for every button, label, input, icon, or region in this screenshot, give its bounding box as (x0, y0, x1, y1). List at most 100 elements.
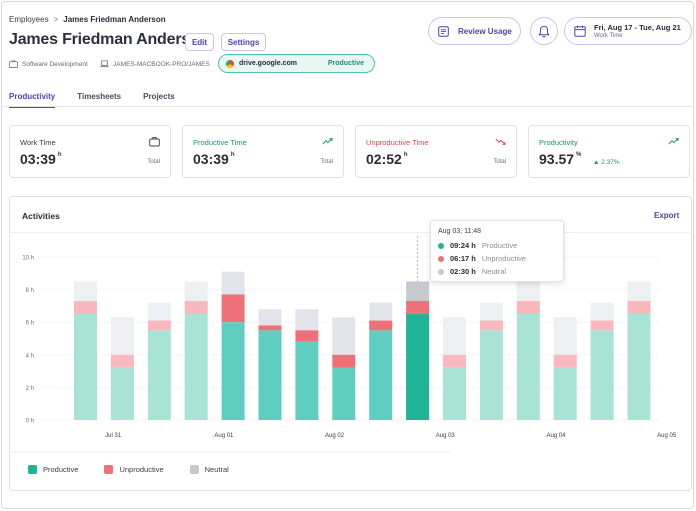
y-tick-label: 8 h (26, 288, 34, 294)
url-host: drive.google.com (239, 60, 297, 67)
tooltip-name: Productive (481, 241, 518, 250)
bar-productive (184, 314, 208, 420)
notifications-button[interactable] (530, 17, 558, 45)
kpi-productive-time: Productive Time 03:39 h Total (182, 125, 344, 178)
tab-projects[interactable]: Projects (143, 92, 175, 101)
review-usage-label: Review Usage (458, 26, 512, 36)
bar-neutral (479, 302, 503, 321)
kpi-value: 03:39 (20, 151, 56, 167)
tooltip-value: 02:30 h (450, 267, 476, 276)
y-tick-label: 0 h (26, 419, 34, 425)
bar-neutral (184, 281, 208, 302)
bar-unproductive (74, 301, 97, 315)
bar-productive (369, 330, 393, 420)
laptop-icon (100, 60, 109, 68)
bar-productive (443, 367, 466, 420)
tooltip-value: 06:17 h (450, 254, 476, 263)
bar-productive (553, 367, 577, 420)
trend-up-icon (322, 138, 333, 145)
bar-unproductive (147, 320, 171, 331)
current-url-chip[interactable]: drive.google.com Productive (218, 54, 375, 73)
bar-neutral (553, 317, 577, 355)
bar-productive (332, 367, 356, 420)
breadcrumb-separator: > (53, 15, 59, 24)
kpi-value: 93.57 (539, 151, 575, 167)
trend-up-icon (668, 138, 679, 145)
neutral-dot (438, 268, 444, 275)
bar-neutral (295, 309, 319, 331)
briefcase-icon (9, 60, 18, 68)
bar-neutral (147, 302, 171, 321)
legend-item-productive[interactable]: Productive (28, 465, 78, 474)
bar-neutral (369, 302, 393, 321)
breadcrumb: Employees > James Friedman Anderson (9, 15, 166, 24)
bar-neutral (221, 271, 245, 295)
kpi-label: Work Time (20, 138, 56, 147)
edit-button[interactable]: Edit (185, 33, 214, 51)
date-range-label: Fri, Aug 17 - Tue, Aug 21 (594, 23, 681, 32)
bar-unproductive (479, 320, 503, 331)
bar-productive (627, 314, 651, 420)
unproductive-dot (438, 255, 444, 262)
tab-timesheets[interactable]: Timesheets (77, 92, 122, 101)
tooltip-title: Aug 03, 11:48 (438, 228, 482, 235)
bar-neutral (74, 281, 97, 302)
tooltip-row-unproductive: 06:17 h Unproductive (438, 252, 556, 265)
bar-neutral (406, 281, 430, 302)
bar-unproductive (221, 294, 245, 323)
bar-unproductive (258, 325, 282, 331)
tooltip-value: 09:24 h (450, 241, 476, 250)
bar-productive (295, 341, 319, 420)
bar-productive (74, 314, 97, 420)
tab-divider (1, 106, 694, 107)
x-tick-label: Aug 02 (325, 433, 345, 439)
legend-swatch (28, 465, 37, 474)
x-tick-label: Jul 31 (105, 433, 122, 439)
date-range-picker[interactable]: Fri, Aug 17 - Tue, Aug 21 Work Time (564, 17, 692, 45)
calendar-icon (574, 25, 586, 37)
kpi-unproductive-time: Unproductive Time 02:52 h Total (355, 125, 517, 178)
bar-unproductive (332, 354, 356, 368)
kpi-label: Productive Time (193, 138, 247, 147)
legend-swatch (104, 465, 114, 474)
kpi-work-time: Work Time 03:39 h Total (9, 125, 171, 178)
breadcrumb-parent[interactable]: Employees (9, 15, 49, 24)
legend-item-neutral[interactable]: Neutral (189, 465, 229, 474)
legend-label: Productive (43, 465, 79, 474)
bar-productive (590, 330, 614, 420)
bar-productive (479, 330, 503, 420)
breadcrumb-current: James Friedman Anderson (63, 15, 166, 24)
legend-item-unproductive[interactable]: Unproductive (104, 465, 164, 474)
page-title: James Friedman Anderson (9, 31, 210, 48)
legend-label: Unproductive (119, 465, 164, 474)
bar-productive (516, 314, 540, 420)
legend-swatch (189, 465, 199, 474)
date-range-sublabel: Work Time (594, 33, 623, 39)
settings-button[interactable]: Settings (221, 33, 266, 51)
kpi-value: 02:52 (366, 151, 402, 167)
y-tick-label: 4 h (26, 353, 34, 359)
legend-label: Neutral (204, 465, 229, 474)
device-meta: JAMES-MACBOOK-PRO/JAMES (100, 60, 210, 68)
bar-unproductive (627, 301, 651, 315)
chart-tooltip: Aug 03, 11:48 09:24 h Productive 06:17 h… (430, 220, 564, 282)
tooltip-name: Unproductive (481, 254, 527, 263)
kpi-unit: h (57, 152, 62, 158)
briefcase-icon (149, 137, 160, 147)
bar-neutral (110, 317, 134, 355)
export-button[interactable]: Export (654, 211, 680, 220)
kpi-productivity: Productivity 93.57% ▲ 2.37% (528, 125, 690, 178)
kpi-foot: Total (320, 159, 333, 165)
y-tick-label: 6 h (26, 321, 34, 327)
bar-unproductive (110, 354, 134, 368)
review-icon (438, 25, 449, 37)
bar-neutral (443, 317, 466, 355)
productive-dot (438, 242, 444, 249)
kpi-delta: ▲ 2.37% (593, 159, 620, 166)
tab-productivity[interactable]: Productivity (9, 92, 56, 108)
review-usage-button[interactable]: Review Usage (428, 17, 521, 45)
kpi-label: Productivity (539, 138, 578, 147)
x-tick-label: Aug 05 (657, 433, 677, 439)
kpi-value: 03:39 (193, 151, 229, 167)
